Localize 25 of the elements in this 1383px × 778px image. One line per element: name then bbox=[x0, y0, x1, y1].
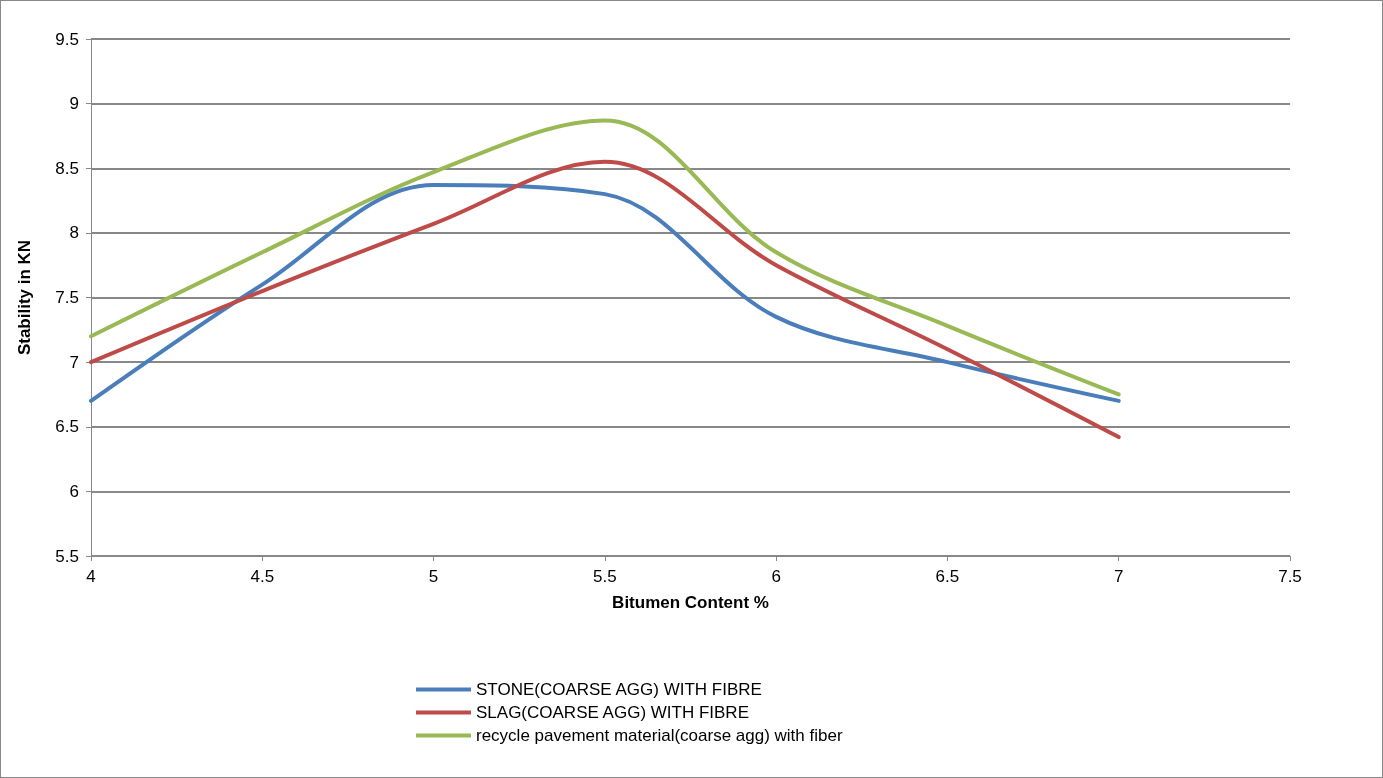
line-series bbox=[89, 118, 1121, 397]
y-tick-label: 6.5 bbox=[55, 417, 79, 437]
x-tick-label: 7.5 bbox=[1278, 567, 1302, 586]
legend-label: STONE(COARSE AGG) WITH FIBRE bbox=[476, 680, 762, 699]
line-series bbox=[89, 183, 1121, 403]
y-tick-label: 8.5 bbox=[55, 158, 79, 178]
x-tick-label: 5.5 bbox=[593, 567, 617, 586]
x-tick-label: 6.5 bbox=[935, 567, 960, 586]
x-tick-label: 4.5 bbox=[250, 567, 275, 586]
y-tick-label: 8 bbox=[69, 223, 79, 243]
legend-label: recycle pavement material(coarse agg) with fiber bbox=[476, 726, 843, 745]
legend-label: SLAG(COARSE AGG) WITH FIBRE bbox=[476, 703, 749, 722]
x-tick-label: 6 bbox=[771, 567, 781, 586]
x-tick-label: 4 bbox=[86, 567, 96, 586]
x-axis-title: Bitumen Content % bbox=[612, 593, 769, 612]
y-axis-title: Stability in KN bbox=[15, 239, 34, 356]
x-tick-label: 5 bbox=[428, 567, 439, 586]
x-tick-label: 7 bbox=[1113, 567, 1124, 586]
y-tick-label: 9 bbox=[69, 94, 79, 114]
y-tick-label: 6 bbox=[69, 481, 79, 501]
y-tick-label: 9.5 bbox=[55, 29, 79, 49]
y-tick-label: 7 bbox=[69, 352, 79, 372]
y-tick-label: 7.5 bbox=[55, 288, 79, 307]
y-tick-label: 5.5 bbox=[55, 546, 79, 566]
line-series bbox=[89, 159, 1121, 440]
